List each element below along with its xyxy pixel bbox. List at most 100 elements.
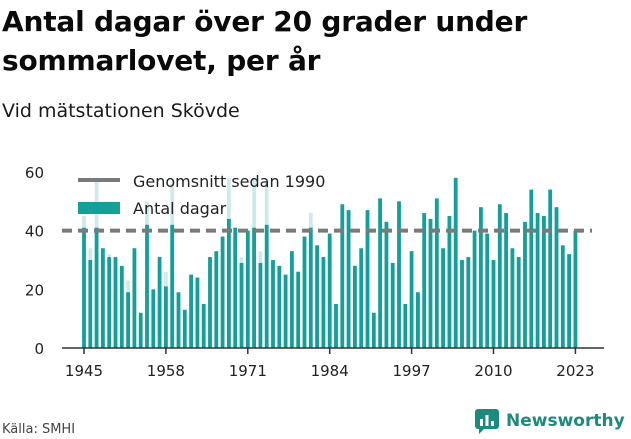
- x-tick-label: 1984: [311, 362, 349, 380]
- newsworthy-icon: [475, 409, 499, 434]
- data-bar: [340, 204, 345, 348]
- source-note: Källa: SMHI: [2, 422, 76, 437]
- data-bar: [409, 251, 414, 348]
- y-tick-label: 20: [25, 281, 44, 299]
- data-bar: [88, 260, 93, 348]
- x-tick-label: 1997: [393, 362, 431, 380]
- data-bar: [277, 265, 282, 348]
- data-bar: [422, 213, 427, 348]
- data-bar: [346, 210, 351, 348]
- data-bar: [353, 265, 357, 348]
- data-bar: [220, 236, 225, 348]
- data-bar: [258, 262, 263, 348]
- data-bar: [510, 248, 515, 348]
- data-bar: [189, 274, 193, 348]
- data-bar: [434, 198, 439, 348]
- data-bar: [453, 177, 458, 348]
- data-bar: [573, 230, 578, 348]
- data-bar: [416, 292, 420, 348]
- data-bar: [554, 207, 559, 348]
- data-bar: [138, 312, 143, 348]
- y-tick-label: 60: [25, 164, 44, 182]
- data-bar: [119, 265, 124, 348]
- data-bar: [271, 260, 275, 348]
- y-tick-label: 40: [25, 223, 44, 241]
- data-bar: [145, 224, 149, 348]
- data-bar: [113, 257, 118, 348]
- data-bar: [548, 189, 553, 348]
- data-bar: [441, 248, 445, 348]
- data-bar: [359, 248, 364, 348]
- data-bar: [365, 210, 370, 348]
- data-bar: [164, 286, 168, 348]
- data-bar: [290, 251, 294, 348]
- data-bar: [466, 257, 471, 348]
- data-bar: [151, 289, 156, 348]
- data-bar: [94, 227, 99, 348]
- chart-title: Antal dagar över 20 grader under sommarl…: [2, 5, 528, 77]
- data-bar: [516, 257, 521, 348]
- data-bar: [283, 274, 288, 348]
- data-bar: [371, 312, 376, 348]
- data-bar: [397, 201, 401, 348]
- x-tick-label: 2010: [474, 362, 512, 380]
- brand-name: Newsworthy: [506, 411, 625, 431]
- data-bar: [233, 227, 238, 348]
- x-tick-label: 1971: [229, 362, 267, 380]
- data-bar: [403, 304, 408, 348]
- data-bar: [315, 245, 319, 348]
- legend-bar-swatch: [78, 202, 120, 214]
- brand-logo[interactable]: Newsworthy: [474, 408, 625, 434]
- data-bar: [176, 292, 181, 348]
- x-tick-label: 1945: [65, 362, 103, 380]
- data-bar: [327, 233, 332, 348]
- data-bar: [208, 257, 212, 348]
- data-bar: [384, 221, 389, 348]
- data-bar: [239, 262, 244, 348]
- data-bar: [195, 277, 200, 348]
- data-bar: [504, 213, 508, 348]
- data-bar: [378, 198, 382, 348]
- legend: Genomsnitt sedan 1990 Antal dagar: [78, 172, 325, 218]
- data-bar: [460, 260, 464, 348]
- data-bar: [107, 257, 112, 348]
- data-bar: [227, 218, 231, 348]
- data-bar: [485, 233, 490, 348]
- data-bar: [302, 236, 307, 348]
- data-bar: [182, 309, 187, 348]
- data-bar: [334, 304, 338, 348]
- data-bar: [567, 254, 571, 348]
- data-bars: [82, 177, 578, 348]
- data-bar: [132, 248, 137, 348]
- data-bar: [170, 224, 175, 348]
- data-bar: [321, 257, 326, 348]
- data-bar: [82, 227, 86, 348]
- chart-subtitle: Vid mätstationen Skövde: [2, 100, 240, 122]
- data-bar: [126, 292, 130, 348]
- x-axis: 1945 1958 1971 1984 1997 2010 2023: [62, 347, 604, 380]
- data-bar: [201, 304, 206, 348]
- legend-bar-label: Antal dagar: [133, 199, 227, 218]
- x-tick-label: 1958: [147, 362, 185, 380]
- data-bar: [308, 227, 313, 348]
- data-bar: [157, 257, 162, 348]
- data-bar: [523, 221, 527, 348]
- data-bar: [390, 262, 395, 348]
- y-tick-label: 0: [34, 340, 44, 358]
- legend-average-label: Genomsnitt sedan 1990: [133, 172, 325, 191]
- data-bar: [214, 251, 219, 348]
- data-bar: [447, 216, 452, 348]
- data-bar: [101, 248, 105, 348]
- data-bar: [472, 230, 477, 348]
- bar-chart: 0 20 40 60 1945 1958 1971 1984 1997 2010 2023 Gen…: [25, 164, 604, 380]
- data-bar: [245, 230, 250, 348]
- data-bar: [479, 207, 483, 348]
- y-axis: 0 20 40 60: [25, 164, 44, 358]
- data-bar: [535, 213, 540, 348]
- x-tick-label: 2023: [556, 362, 594, 380]
- data-bar: [542, 216, 546, 348]
- data-bar: [252, 227, 256, 348]
- data-bar: [296, 271, 301, 348]
- data-bar: [264, 224, 269, 348]
- data-bar: [428, 218, 433, 348]
